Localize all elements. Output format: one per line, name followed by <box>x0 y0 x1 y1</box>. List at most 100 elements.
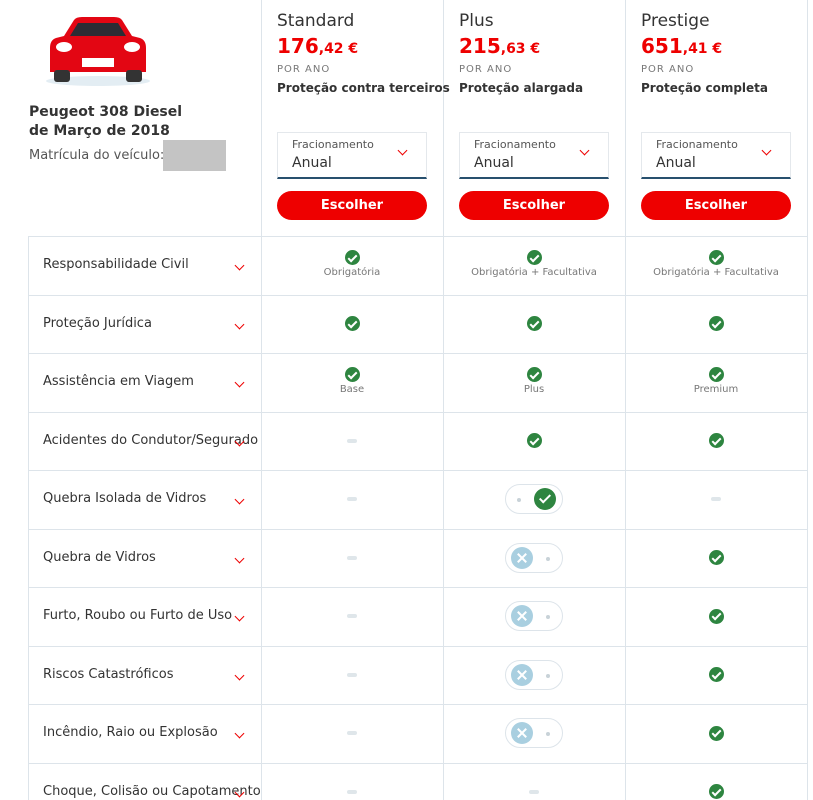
plan-period: POR ANO <box>459 64 513 75</box>
payment-select[interactable]: Fracionamento Anual <box>277 132 427 179</box>
plan-price: 215,63 € <box>459 34 540 58</box>
dash-icon <box>347 789 357 794</box>
row-label: Proteção Jurídica <box>43 315 152 331</box>
row-line <box>28 236 808 237</box>
select-value: Anual <box>474 155 514 171</box>
plan-coverage: Proteção completa <box>641 81 769 95</box>
row-line <box>28 645 808 647</box>
plan-coverage: Proteção contra terceiros <box>277 81 450 95</box>
row-chevron[interactable] <box>234 377 245 388</box>
select-label: Fracionamento <box>656 138 738 151</box>
car-light <box>56 42 72 52</box>
select-value: Anual <box>656 155 696 171</box>
row-line <box>28 528 808 530</box>
plan-name: Standard <box>277 11 355 31</box>
dash-icon <box>347 672 357 677</box>
row-line <box>28 470 808 471</box>
car-icon <box>46 17 150 86</box>
check-icon <box>708 550 724 566</box>
dash-icon <box>347 731 357 736</box>
check-icon <box>344 316 360 332</box>
cell-note: Obrigatória + Facultativa <box>653 267 779 278</box>
choose-button[interactable]: Escolher <box>459 191 609 220</box>
row-label: Responsabilidade Civil <box>43 257 189 272</box>
column-line <box>625 0 626 800</box>
column-line <box>443 0 444 800</box>
toggle-dot <box>517 498 521 503</box>
check-icon <box>708 784 724 800</box>
select-chevron <box>761 145 772 156</box>
row-chevron[interactable] <box>234 494 245 505</box>
check-icon <box>708 367 724 382</box>
row-label: Furto, Roubo ou Furto de Uso <box>43 608 233 623</box>
toggle-dot <box>546 732 550 737</box>
car-plate <box>82 58 114 67</box>
toggle-dot <box>546 673 550 678</box>
toggle-cross <box>511 605 533 628</box>
price-integer: 215 <box>459 34 501 58</box>
plan-period: POR ANO <box>641 64 695 75</box>
choose-button[interactable]: Escolher <box>277 191 427 220</box>
option-toggle[interactable] <box>505 601 563 632</box>
dash-icon <box>711 497 721 502</box>
choose-button[interactable]: Escolher <box>641 191 791 220</box>
row-chevron[interactable] <box>234 670 245 680</box>
plan-name: Plus <box>459 11 494 31</box>
cell-note: Premium <box>693 384 739 395</box>
cell-note: Obrigatória <box>323 267 381 278</box>
check-icon <box>526 367 542 382</box>
toggle-check <box>534 488 556 511</box>
row-label: Riscos Catastróficos <box>43 666 174 682</box>
row-chevron[interactable] <box>234 611 245 622</box>
check-icon <box>526 250 542 265</box>
dash-icon <box>529 789 539 794</box>
option-toggle[interactable] <box>505 542 563 573</box>
plate-label: Matrícula do veículo: <box>29 148 165 163</box>
check-icon <box>344 250 360 265</box>
payment-select[interactable]: Fracionamento Anual <box>641 132 791 179</box>
row-chevron[interactable] <box>234 728 245 739</box>
select-label: Fracionamento <box>292 138 374 151</box>
row-line <box>28 353 808 354</box>
check-icon <box>526 316 542 332</box>
vehicle-date: de Março de 2018 <box>29 123 170 139</box>
toggle-cross <box>511 663 533 686</box>
toggle-dot <box>546 615 550 620</box>
option-toggle[interactable] <box>505 484 563 515</box>
price-integer: 651 <box>641 34 683 58</box>
dash-icon <box>347 497 357 502</box>
price-integer: 176 <box>277 34 319 58</box>
option-toggle[interactable] <box>505 659 563 690</box>
row-chevron[interactable] <box>234 319 245 329</box>
car-window <box>70 23 126 36</box>
vehicle-model: Peugeot 308 Diesel <box>29 104 183 120</box>
row-line <box>28 587 808 588</box>
check-icon <box>708 725 724 741</box>
plan-period: POR ANO <box>277 64 331 75</box>
column-line <box>261 0 262 800</box>
row-chevron[interactable] <box>234 553 245 563</box>
select-value: Anual <box>292 155 332 171</box>
row-label: Assistência em Viagem <box>43 374 194 389</box>
row-line <box>28 704 808 705</box>
price-decimal: ,42 € <box>318 41 359 57</box>
select-label: Fracionamento <box>474 138 556 151</box>
payment-select[interactable]: Fracionamento Anual <box>459 132 609 179</box>
car-light <box>124 42 140 52</box>
check-icon <box>708 316 724 332</box>
row-label: Choque, Colisão ou Capotamento <box>43 783 261 799</box>
toggle-dot <box>546 556 550 561</box>
plate-redacted <box>163 140 226 171</box>
car-wheel <box>54 70 70 82</box>
row-chevron[interactable] <box>234 260 245 271</box>
car-shadow <box>46 76 150 86</box>
option-toggle[interactable] <box>505 718 563 749</box>
row-label: Incêndio, Raio ou Explosão <box>43 725 218 740</box>
check-icon <box>708 433 724 449</box>
row-label: Acidentes do Condutor/Segurado <box>43 432 259 448</box>
check-icon <box>526 433 542 449</box>
plan-coverage: Proteção alargada <box>459 81 584 95</box>
check-icon <box>708 667 724 683</box>
cell-note: Obrigatória + Facultativa <box>471 267 597 278</box>
